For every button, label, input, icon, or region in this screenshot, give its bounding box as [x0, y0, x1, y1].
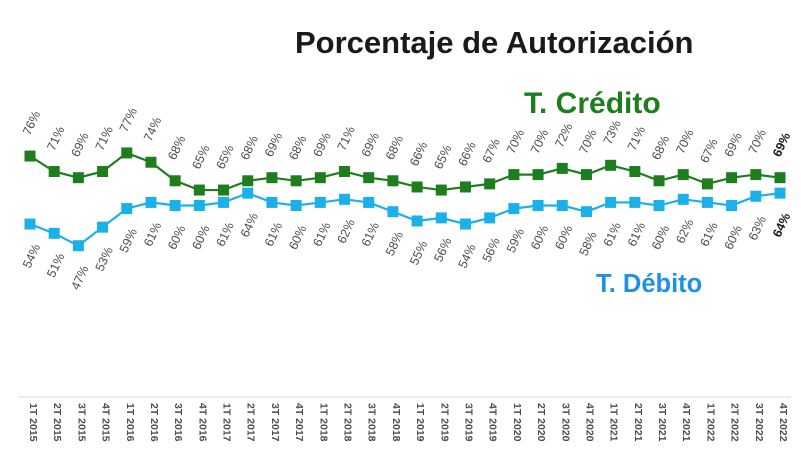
svg-text:1T 2017: 1T 2017 — [221, 403, 233, 442]
svg-text:68%: 68% — [165, 133, 188, 162]
svg-text:61%: 61% — [625, 220, 648, 249]
svg-text:1T 2019: 1T 2019 — [414, 403, 426, 442]
svg-text:60%: 60% — [189, 223, 212, 252]
svg-text:60%: 60% — [649, 223, 672, 252]
svg-text:60%: 60% — [552, 223, 575, 252]
svg-text:56%: 56% — [480, 236, 503, 265]
svg-text:65%: 65% — [189, 143, 212, 172]
svg-text:61%: 61% — [141, 220, 164, 249]
svg-text:3T 2018: 3T 2018 — [366, 403, 378, 442]
svg-text:2T 2020: 2T 2020 — [535, 403, 547, 442]
svg-text:60%: 60% — [528, 223, 551, 252]
svg-text:59%: 59% — [504, 226, 527, 255]
svg-text:60%: 60% — [722, 223, 745, 252]
svg-text:70%: 70% — [746, 127, 769, 156]
svg-text:69%: 69% — [68, 130, 91, 159]
svg-text:60%: 60% — [165, 223, 188, 252]
svg-text:61%: 61% — [310, 220, 333, 249]
svg-text:4T 2022: 4T 2022 — [777, 403, 789, 442]
svg-text:55%: 55% — [407, 239, 430, 268]
svg-text:70%: 70% — [673, 127, 696, 156]
svg-text:68%: 68% — [649, 133, 672, 162]
svg-text:68%: 68% — [238, 133, 261, 162]
svg-text:70%: 70% — [576, 127, 599, 156]
svg-text:3T 2020: 3T 2020 — [559, 403, 571, 442]
svg-text:65%: 65% — [431, 143, 454, 172]
svg-text:67%: 67% — [697, 137, 720, 166]
svg-text:64%: 64% — [238, 211, 261, 240]
svg-text:3T 2016: 3T 2016 — [172, 403, 184, 442]
svg-text:4T 2017: 4T 2017 — [293, 403, 305, 442]
svg-text:61%: 61% — [214, 220, 237, 249]
svg-text:3T 2021: 3T 2021 — [656, 403, 668, 442]
svg-text:69%: 69% — [770, 130, 793, 159]
svg-text:76%: 76% — [20, 109, 43, 138]
svg-text:70%: 70% — [528, 127, 551, 156]
svg-text:1T 2020: 1T 2020 — [511, 403, 523, 442]
svg-text:2T 2017: 2T 2017 — [245, 403, 257, 442]
svg-text:2T 2022: 2T 2022 — [729, 403, 741, 442]
svg-text:61%: 61% — [697, 220, 720, 249]
svg-text:61%: 61% — [601, 220, 624, 249]
svg-text:58%: 58% — [383, 229, 406, 258]
svg-text:65%: 65% — [214, 143, 237, 172]
svg-text:68%: 68% — [286, 133, 309, 162]
svg-text:64%: 64% — [770, 211, 793, 240]
svg-text:51%: 51% — [44, 251, 67, 280]
svg-text:4T 2015: 4T 2015 — [100, 403, 112, 442]
svg-text:71%: 71% — [44, 124, 67, 153]
svg-text:62%: 62% — [673, 217, 696, 246]
svg-text:60%: 60% — [286, 223, 309, 252]
svg-text:4T 2021: 4T 2021 — [680, 403, 692, 442]
svg-text:2T 2015: 2T 2015 — [51, 403, 63, 442]
svg-text:69%: 69% — [722, 130, 745, 159]
svg-text:66%: 66% — [456, 140, 479, 169]
svg-text:4T 2018: 4T 2018 — [390, 403, 402, 442]
svg-text:72%: 72% — [552, 121, 575, 150]
svg-text:2T 2018: 2T 2018 — [342, 403, 354, 442]
svg-text:59%: 59% — [117, 226, 140, 255]
svg-text:47%: 47% — [68, 263, 91, 292]
svg-text:4T 2016: 4T 2016 — [196, 403, 208, 442]
svg-text:69%: 69% — [262, 130, 285, 159]
svg-text:66%: 66% — [407, 140, 430, 169]
svg-text:2T 2016: 2T 2016 — [148, 403, 160, 442]
svg-text:69%: 69% — [359, 130, 382, 159]
svg-text:2T 2019: 2T 2019 — [438, 403, 450, 442]
svg-text:1T 2021: 1T 2021 — [608, 403, 620, 442]
svg-text:71%: 71% — [335, 124, 358, 153]
svg-text:73%: 73% — [601, 118, 624, 147]
svg-text:2T 2021: 2T 2021 — [632, 403, 644, 442]
svg-text:61%: 61% — [262, 220, 285, 249]
svg-text:58%: 58% — [576, 229, 599, 258]
svg-text:77%: 77% — [117, 106, 140, 135]
svg-text:71%: 71% — [625, 124, 648, 153]
svg-text:3T 2017: 3T 2017 — [269, 403, 281, 442]
svg-text:74%: 74% — [141, 115, 164, 144]
svg-text:56%: 56% — [431, 236, 454, 265]
svg-text:69%: 69% — [310, 130, 333, 159]
svg-text:68%: 68% — [383, 133, 406, 162]
svg-text:62%: 62% — [335, 217, 358, 246]
svg-text:3T 2019: 3T 2019 — [462, 403, 474, 442]
svg-text:54%: 54% — [456, 242, 479, 271]
svg-text:53%: 53% — [93, 245, 116, 274]
svg-text:1T 2018: 1T 2018 — [317, 403, 329, 442]
svg-text:3T 2022: 3T 2022 — [753, 403, 765, 442]
svg-text:70%: 70% — [504, 127, 527, 156]
svg-text:61%: 61% — [359, 220, 382, 249]
svg-text:1T 2015: 1T 2015 — [27, 403, 39, 442]
svg-text:67%: 67% — [480, 137, 503, 166]
svg-text:1T 2022: 1T 2022 — [704, 403, 716, 442]
svg-text:3T 2015: 3T 2015 — [75, 403, 87, 442]
svg-text:63%: 63% — [746, 214, 769, 243]
svg-text:71%: 71% — [93, 124, 116, 153]
svg-text:4T 2020: 4T 2020 — [583, 403, 595, 442]
svg-text:4T 2019: 4T 2019 — [487, 403, 499, 442]
svg-text:1T 2016: 1T 2016 — [124, 403, 136, 442]
svg-text:54%: 54% — [20, 242, 43, 271]
